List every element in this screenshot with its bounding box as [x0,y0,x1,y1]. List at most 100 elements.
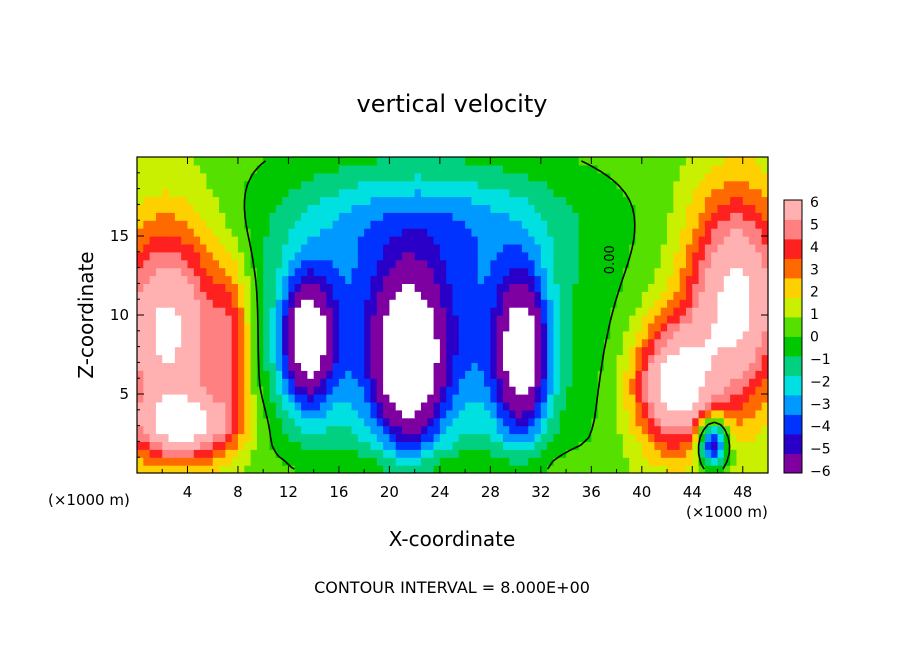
heatmap-cell [244,330,252,340]
heatmap-cell [572,267,580,277]
heatmap-cell [667,394,674,403]
heatmap-cell [370,275,378,284]
heatmap-cell [723,322,731,332]
heatmap-cell [534,212,542,221]
heatmap-cell [717,188,725,198]
heatmap-cell [237,291,245,300]
heatmap-cell [319,164,327,174]
heatmap-cell [509,204,517,213]
heatmap-cell [578,370,586,379]
heatmap-cell [534,425,542,435]
heatmap-cell [654,220,662,229]
heatmap-cell [578,378,586,387]
heatmap-cell [383,275,390,284]
heatmap-cell [439,362,447,371]
heatmap-cell [244,243,252,253]
heatmap-cell [345,441,353,450]
heatmap-cell [225,441,233,450]
heatmap-cell [603,457,611,466]
heatmap-cell [433,425,441,435]
heatmap-cell [427,188,435,198]
heatmap-cell [572,283,580,292]
heatmap-cell [761,307,768,316]
heatmap-cell [685,322,693,332]
heatmap-cell [244,441,252,450]
heatmap-cell [692,299,700,308]
heatmap-cell [761,370,768,379]
heatmap-cell [168,251,176,261]
heatmap-cell [723,338,731,348]
heatmap-cell [351,378,359,387]
heatmap-cell [616,386,624,395]
heatmap-cell [641,275,649,284]
heatmap-cell [755,164,763,174]
heatmap-cell [736,401,744,411]
heatmap-cell [244,378,252,387]
heatmap-cell [395,299,403,308]
heatmap-cell [351,322,359,332]
heatmap-cell [540,315,548,324]
heatmap-cell [433,362,441,371]
heatmap-cell [383,346,390,356]
heatmap-cell [143,196,151,205]
heatmap-cell [282,465,290,473]
heatmap-cell [667,338,674,348]
heatmap-cell [496,204,504,213]
heatmap-cell [313,401,321,411]
heatmap-cell [704,330,712,340]
heatmap-cell [749,212,756,221]
heatmap-cell [629,275,637,284]
heatmap-cell [673,196,681,205]
heatmap-cell [237,283,245,292]
heatmap-cell [597,267,605,277]
heatmap-cell [332,212,340,221]
heatmap-cell [673,378,681,387]
heatmap-cell [319,386,327,395]
heatmap-cell [301,433,308,442]
heatmap-cell [174,417,182,427]
heatmap-cell [660,267,668,277]
heatmap-cell [685,433,693,442]
heatmap-cell [446,338,454,348]
heatmap-cell [263,267,271,277]
heatmap-cell [585,267,592,277]
heatmap-cell [490,251,498,261]
heatmap-cell [200,338,208,348]
heatmap-cell [566,196,573,205]
heatmap-cell [143,401,151,411]
heatmap-cell [578,425,586,435]
heatmap-cell [458,243,466,253]
heatmap-cell [477,338,485,348]
heatmap-cell [181,441,189,450]
heatmap-cell [711,362,719,371]
heatmap-cell [212,291,220,300]
heatmap-cell [181,433,189,442]
heatmap-cell [427,386,435,395]
heatmap-cell [540,370,548,379]
heatmap-cell [237,299,245,308]
heatmap-cell [509,322,517,332]
heatmap-cell [402,204,409,213]
heatmap-cell [585,338,592,348]
heatmap-cell [414,212,422,221]
heatmap-cell [704,236,712,245]
heatmap-cell [200,425,208,435]
heatmap-cell [402,386,409,395]
heatmap-cell [685,354,693,363]
heatmap-cell [427,315,435,324]
heatmap-cell [452,346,460,356]
heatmap-cell [155,236,163,245]
heatmap-cell [137,409,144,419]
heatmap-cell [294,307,302,316]
heatmap-cell [155,228,163,237]
heatmap-cell [692,251,700,261]
heatmap-cell [761,259,768,269]
heatmap-cell [755,401,763,411]
heatmap-cell [452,370,460,379]
heatmap-cell [667,370,674,379]
heatmap-cell [389,378,397,387]
heatmap-cell [452,449,460,458]
heatmap-cell [509,267,517,277]
heatmap-cell [749,441,756,450]
heatmap-cell [648,386,656,395]
